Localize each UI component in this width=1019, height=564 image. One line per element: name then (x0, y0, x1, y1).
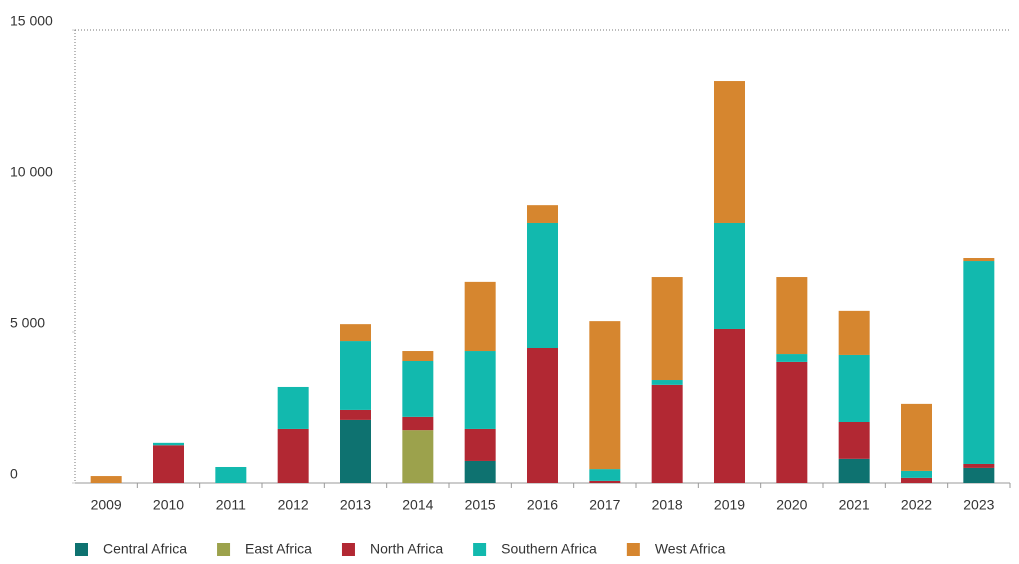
bar-segment (838, 458, 870, 483)
bar-segment (963, 261, 995, 464)
legend-label: West Africa (655, 541, 726, 557)
bar-segment (589, 321, 621, 470)
x-tick-label: 2019 (714, 497, 745, 513)
x-tick-label: 2010 (153, 497, 184, 513)
bar-segment (651, 380, 683, 385)
x-tick-label: 2013 (340, 497, 371, 513)
legend-label: Southern Africa (501, 541, 597, 557)
x-tick-label: 2009 (91, 497, 122, 513)
legend-swatch (626, 543, 640, 556)
bar-segment (153, 442, 184, 446)
x-tick-label: 2015 (465, 497, 496, 513)
bar-segment (402, 360, 434, 417)
legend-label: North Africa (370, 541, 443, 557)
x-tick-label: 2011 (216, 497, 246, 513)
bar-segment (464, 351, 496, 429)
bar-segment (340, 324, 371, 342)
bar-segment (464, 428, 496, 461)
bar-segment (402, 430, 434, 483)
bar-segment (838, 354, 870, 422)
bar-segment (527, 348, 558, 483)
x-tick-label: 2022 (901, 497, 932, 513)
x-tick-label: 2020 (776, 497, 807, 513)
bar-segment (589, 469, 621, 481)
bar-segment (527, 205, 558, 223)
bar-segment (651, 277, 683, 381)
x-tick-label: 2014 (402, 497, 433, 513)
legend-swatch (75, 543, 88, 556)
bar-segment (277, 428, 309, 483)
bar-segment (402, 351, 434, 361)
bar-segment (901, 470, 932, 478)
bar-segment (589, 480, 621, 483)
bar-segment (464, 281, 496, 352)
bar-segment (963, 258, 995, 262)
bar-segment (714, 328, 745, 483)
bar-segment (215, 466, 247, 483)
bar-segment (776, 277, 808, 355)
bar-segment (776, 354, 808, 362)
x-tick-label: 2012 (278, 497, 309, 513)
bar-segment (714, 81, 745, 223)
x-tick-label: 2018 (652, 497, 683, 513)
bar-segment (838, 421, 870, 459)
bar-segment (527, 222, 558, 349)
bar-segment (464, 460, 496, 483)
bar-segment (776, 361, 808, 483)
legend-swatch (341, 543, 355, 556)
bar-segment (901, 477, 932, 483)
bar-segment (963, 467, 995, 483)
y-tick-label: 10 000 (10, 164, 53, 180)
x-tick-label: 2023 (963, 497, 994, 513)
bar-segment (714, 222, 745, 329)
x-tick-label: 2021 (839, 497, 870, 513)
y-tick-label: 5 000 (10, 315, 45, 331)
bar-segment (340, 341, 371, 410)
bar-segment (340, 409, 371, 420)
bar-segment (153, 445, 184, 483)
bar-segment (651, 384, 683, 483)
y-tick-label: 15 000 (10, 13, 53, 29)
x-tick-label: 2016 (527, 497, 558, 513)
y-tick-label: 0 (10, 466, 18, 482)
legend-swatch (473, 543, 487, 556)
bar-segment (277, 386, 309, 429)
bar-segment (838, 310, 870, 355)
bar-segment (963, 463, 995, 468)
legend-label: East Africa (245, 541, 312, 557)
bar-segment (340, 419, 371, 483)
bar-segment (402, 416, 434, 431)
bar-segment (90, 476, 122, 483)
bar-segment (901, 403, 932, 471)
x-tick-label: 2017 (589, 497, 620, 513)
legend-swatch (217, 543, 231, 556)
legend-label: Central Africa (103, 541, 187, 557)
